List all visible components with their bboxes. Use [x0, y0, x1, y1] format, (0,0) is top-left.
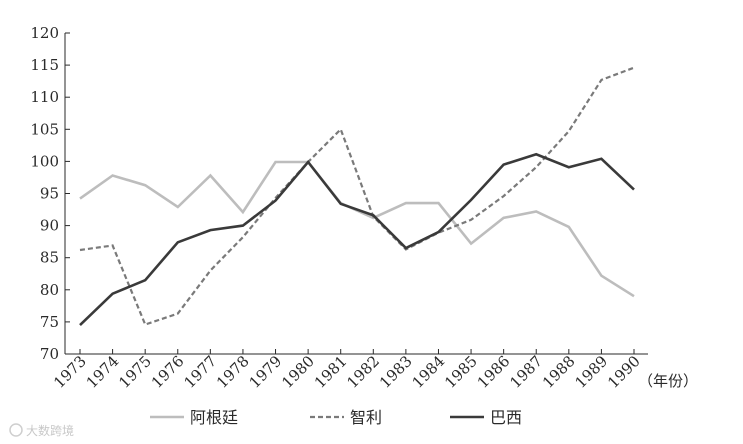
watermark-text: 大数跨境	[26, 423, 74, 438]
y-tick-label: 75	[40, 313, 59, 331]
legend-label-2: 巴西	[490, 408, 522, 427]
x-tick-label: 1974	[83, 352, 123, 392]
x-tick-label: 1981	[311, 352, 351, 392]
x-tick-label: 1989	[572, 352, 612, 392]
y-tick-label: 80	[40, 281, 59, 299]
series-line-2	[79, 152, 635, 327]
series-line-0	[79, 160, 635, 298]
x-tick-label: 1980	[278, 352, 318, 392]
x-tick-label: 1988	[539, 352, 579, 392]
y-tick-label: 100	[30, 152, 59, 170]
x-tick-label: 1983	[376, 352, 416, 392]
legend-label-0: 阿根廷	[190, 408, 238, 427]
x-tick-label: 1976	[148, 352, 188, 392]
x-tick-label: 1984	[409, 352, 449, 392]
x-axis-ticks: 1973197419751976197719781979198019811982…	[50, 349, 644, 392]
x-axis: 1973197419751976197719781979198019811982…	[50, 349, 698, 392]
y-tick-label: 105	[30, 120, 59, 138]
x-tick-label: 1975	[115, 352, 155, 392]
x-axis-unit-label: （年份）	[638, 372, 698, 390]
x-tick-label: 1987	[506, 352, 546, 392]
y-axis-ticks: 70 75 80 85 90 95 100 105 110 115 120	[30, 24, 70, 363]
y-axis: 70 75 80 85 90 95 100 105 110 115 120	[30, 24, 70, 363]
y-tick-label: 120	[30, 24, 59, 42]
watermark: 大数跨境	[9, 423, 74, 438]
x-tick-label: 1978	[213, 352, 253, 392]
y-tick-label: 70	[40, 345, 59, 363]
y-tick-label: 115	[30, 56, 59, 74]
y-tick-label: 90	[40, 217, 59, 235]
x-tick-label: 1985	[441, 352, 481, 392]
x-tick-label: 1977	[180, 352, 220, 392]
y-tick-label: 110	[30, 88, 59, 106]
y-tick-label: 95	[40, 185, 59, 203]
legend-label-1: 智利	[350, 408, 382, 427]
series-lines	[79, 66, 635, 327]
x-tick-label: 1986	[474, 352, 514, 392]
y-tick-label: 85	[40, 249, 59, 267]
x-tick-label: 1982	[343, 352, 383, 392]
legend: 阿根廷 智利 巴西	[150, 408, 522, 427]
watermark-logo-icon	[9, 423, 23, 437]
series-line-1	[79, 66, 635, 326]
x-tick-label: 1979	[246, 352, 286, 392]
